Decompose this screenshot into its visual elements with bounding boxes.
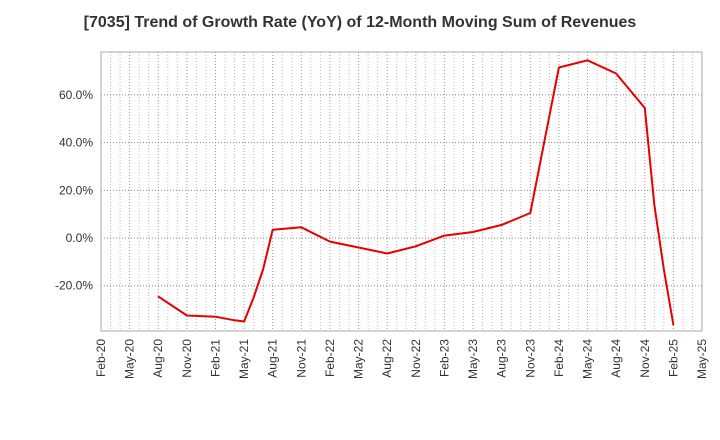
y-tick-label: -20.0%: [55, 279, 93, 293]
plot-area-frame: [100, 51, 703, 332]
data-point: [415, 245, 417, 247]
x-tick-label: May-20: [123, 339, 137, 379]
data-point: [586, 59, 589, 61]
data-point: [214, 316, 217, 318]
x-tick-label: Aug-21: [266, 339, 280, 378]
chart-title: [7035] Trend of Growth Rate (YoY) of 12-…: [83, 14, 637, 31]
data-point: [672, 324, 674, 326]
x-tick-label: Feb-25: [666, 339, 680, 377]
data-point: [233, 319, 236, 321]
data-point: [157, 295, 159, 298]
grid-lines: [101, 52, 702, 331]
x-tick-label: Nov-24: [638, 339, 652, 378]
x-tick-label: Nov-22: [409, 339, 423, 378]
x-tick-label: May-21: [237, 339, 251, 379]
x-tick-label: Nov-20: [180, 339, 194, 378]
x-tick-label: Feb-21: [208, 339, 222, 377]
data-point: [357, 246, 360, 249]
data-point: [501, 224, 503, 226]
x-tick-label: Feb-20: [94, 339, 108, 377]
x-tick-label: May-25: [695, 339, 709, 379]
x-tick-label: May-24: [581, 339, 595, 379]
data-point: [663, 268, 665, 270]
data-point: [653, 204, 655, 206]
data-point: [443, 235, 446, 237]
x-tick-label: Feb-23: [437, 339, 451, 377]
data-point: [329, 240, 331, 243]
data-point: [272, 229, 274, 231]
x-tick-label: May-23: [466, 339, 480, 379]
x-tick-label: Aug-23: [495, 339, 509, 378]
y-tick-label: 40.0%: [59, 136, 93, 150]
x-tick-label: Feb-24: [552, 339, 566, 377]
x-tick-label: Nov-23: [523, 339, 537, 378]
data-point: [243, 320, 245, 323]
x-axis-tick-labels: Feb-20 May-20 Aug-20 Nov-20 Feb-21 May-21 Aug-…: [94, 339, 709, 379]
x-tick-label: May-22: [352, 339, 366, 379]
data-point: [262, 268, 264, 270]
data-point: [558, 66, 560, 69]
data-point: [386, 252, 388, 255]
x-tick-label: Aug-20: [151, 339, 165, 378]
x-tick-label: Nov-21: [294, 339, 308, 378]
data-point: [615, 72, 617, 75]
y-axis-tick-labels: -20.0% 0.0% 20.0% 40.0% 60.0%: [55, 88, 93, 293]
series-layer: [157, 59, 675, 326]
data-point: [300, 226, 302, 228]
data-point: [253, 297, 255, 299]
x-tick-label: Aug-22: [380, 339, 394, 378]
y-tick-label: 60.0%: [59, 88, 93, 102]
data-point: [529, 212, 531, 214]
data-point: [472, 231, 474, 233]
y-tick-label: 20.0%: [59, 183, 93, 197]
y-tick-label: 0.0%: [66, 231, 94, 245]
series-line: [157, 59, 675, 326]
data-point: [186, 314, 188, 317]
x-tick-label: Aug-24: [609, 339, 623, 378]
data-point: [644, 107, 646, 109]
x-tick-label: Feb-22: [323, 339, 337, 377]
